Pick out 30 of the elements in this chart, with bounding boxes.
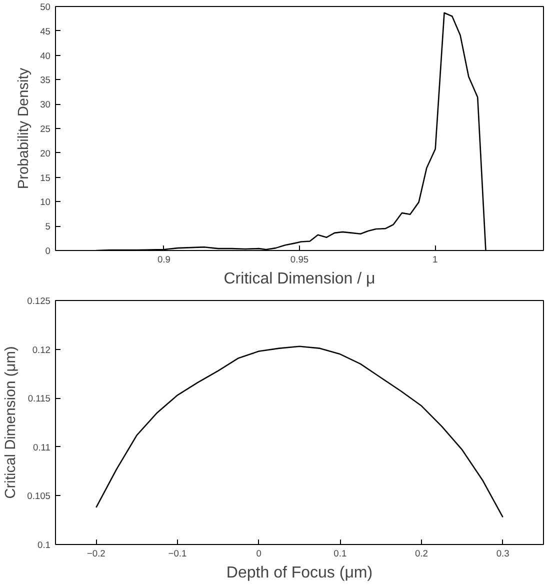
x-tick-label: −0.2	[86, 548, 106, 558]
y-tick-label: 0.125	[27, 296, 50, 306]
x-tick-label: −0.1	[168, 548, 187, 558]
y-tick-label: 50	[40, 2, 51, 12]
x-tick-label: 0.2	[415, 548, 428, 558]
y-tick-label: 35	[40, 75, 51, 86]
y-tick-label: 40	[40, 50, 51, 61]
y-tick-label: 25	[40, 124, 51, 134]
y-tick-label: 0.12	[32, 344, 50, 355]
x-axis-title: Depth of Focus (μm)	[226, 564, 373, 582]
x-tick-label: 0	[256, 548, 262, 558]
y-tick-label: 0.1	[38, 540, 50, 550]
y-tick-label: 0.11	[33, 442, 51, 452]
y-tick-label: 30	[40, 100, 51, 110]
y-tick-label: 5	[45, 222, 51, 232]
x-tick-label: 1	[432, 254, 438, 264]
y-tick-label: 10	[40, 197, 51, 208]
x-axis-title: Critical Dimension / μ	[224, 270, 376, 288]
y-tick-label: 0.115	[28, 394, 51, 404]
y-tick-label: 15	[40, 172, 51, 183]
x-tick-label: 0.9	[157, 254, 170, 264]
y-tick-label: 45	[40, 26, 51, 36]
y-axis-title: Probability Density	[16, 67, 32, 190]
y-axis-title: Critical Dimension (μm)	[3, 346, 20, 499]
x-tick-label: 0.95	[290, 254, 309, 264]
y-tick-label: 0	[45, 246, 51, 256]
y-tick-label: 0.105	[27, 491, 50, 502]
y-tick-label: 20	[40, 148, 51, 158]
x-tick-label: 0.3	[496, 548, 510, 558]
x-tick-label: 0.1	[334, 548, 347, 558]
